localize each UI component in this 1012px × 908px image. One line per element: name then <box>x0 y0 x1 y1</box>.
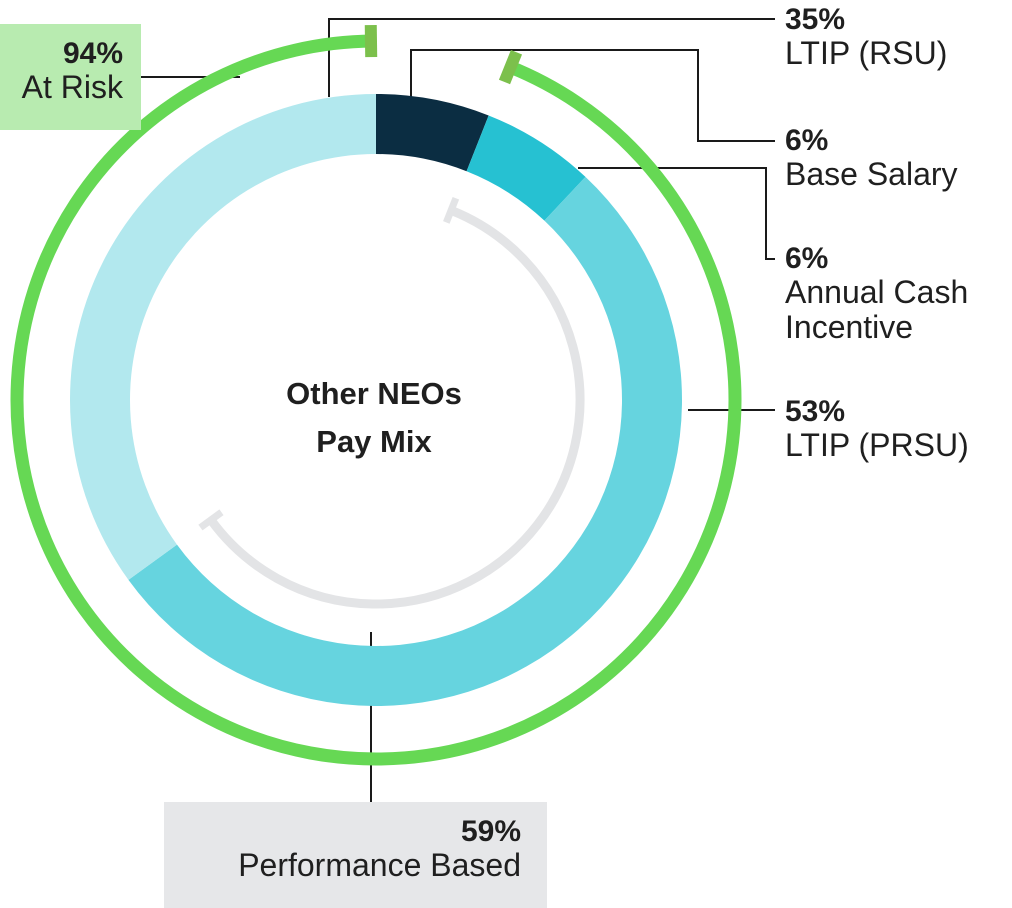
performance-based-arc <box>207 206 585 609</box>
base-salary-name: Base Salary <box>785 156 958 193</box>
performance-based-ring <box>198 196 585 609</box>
at-risk-percent: 94% <box>62 37 123 70</box>
annual-cash-name-line2: Incentive <box>785 308 914 345</box>
label-annual-cash-incentive: 6% Annual Cash Incentive <box>785 242 969 345</box>
leader-ltip-rsu <box>328 18 775 97</box>
ring-end-markers <box>364 24 523 85</box>
at-risk-ring <box>10 34 742 766</box>
at-risk-name: At Risk <box>21 69 123 106</box>
ltip-rsu-name: LTIP (RSU) <box>785 35 948 72</box>
performance-based-callout: 59% Performance Based <box>164 802 547 908</box>
label-base-salary: 6% Base Salary <box>785 124 958 193</box>
ltip-rsu-percent: 35% <box>785 3 846 36</box>
at-risk-callout: 94% At Risk <box>0 24 141 130</box>
leader-annual-cash-incentive <box>578 167 775 260</box>
at-risk-arc <box>10 34 742 766</box>
label-ltip-prsu: 53% LTIP (PRSU) <box>785 395 969 464</box>
at-risk-start-marker <box>498 50 523 85</box>
ltip-prsu-name: LTIP (PRSU) <box>785 427 969 464</box>
annual-cash-name-line1: Annual Cash <box>785 274 969 311</box>
donut-segment-ltip-rsu <box>69 94 376 580</box>
leader-base-salary <box>410 49 775 142</box>
performance-end-tick <box>198 509 224 531</box>
performance-percent: 59% <box>460 815 521 848</box>
pay-mix-donut <box>69 94 682 706</box>
ltip-prsu-percent: 53% <box>785 395 846 428</box>
donut-segment-annual-cash-incentive <box>466 115 586 221</box>
performance-start-tick <box>443 196 460 224</box>
chart-title: Other NEOs Pay Mix <box>286 376 462 460</box>
donut-segment-ltip-prsu <box>128 176 682 706</box>
performance-name: Performance Based <box>238 847 521 884</box>
annual-cash-percent: 6% <box>785 242 829 275</box>
donut-segment-base-salary <box>376 94 489 172</box>
label-ltip-rsu: 35% LTIP (RSU) <box>785 3 948 72</box>
base-salary-percent: 6% <box>785 124 829 157</box>
